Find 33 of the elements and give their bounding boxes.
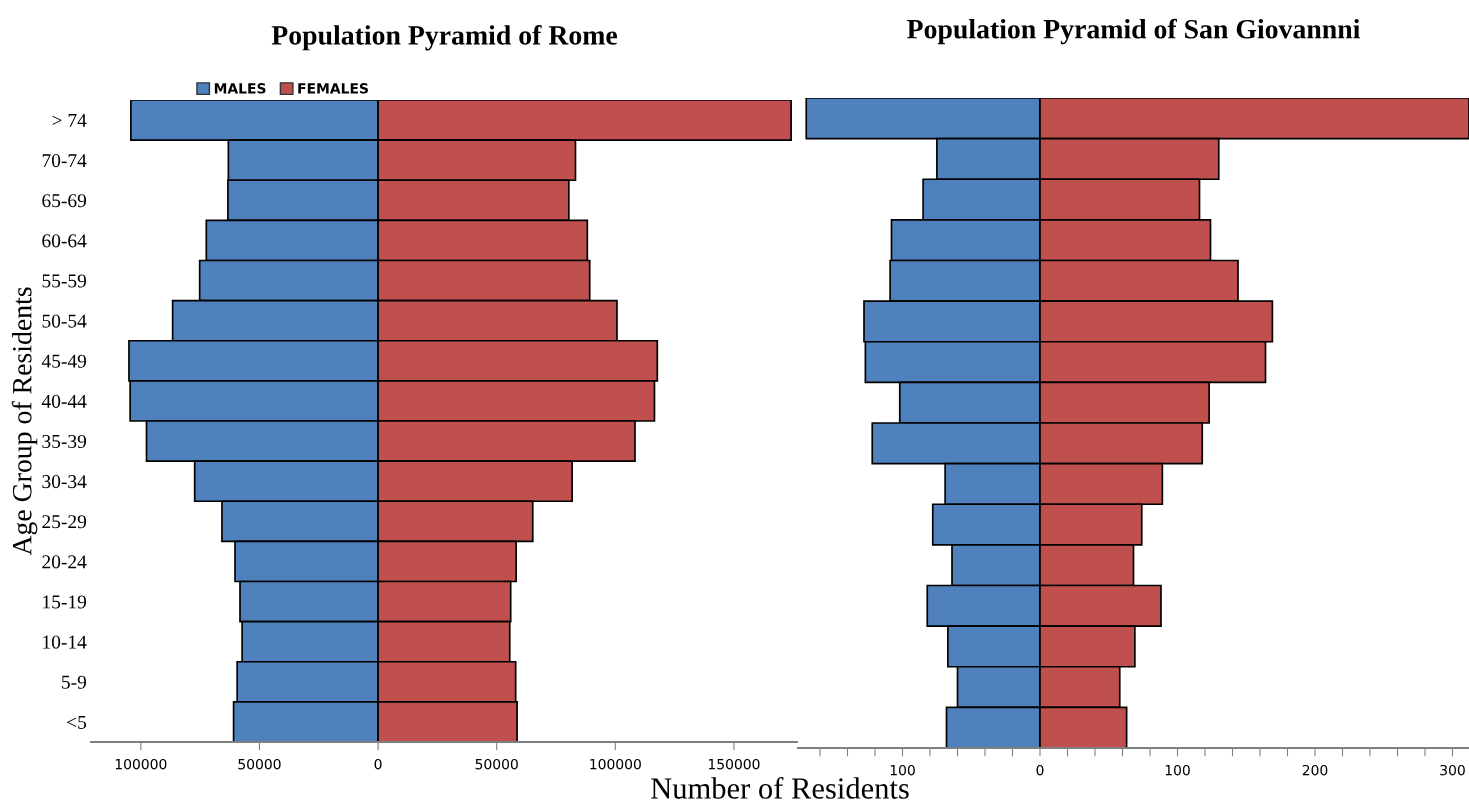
x-tick-label: 150000 <box>708 758 760 770</box>
chart-title: Population Pyramid of Rome <box>271 24 617 51</box>
y-tick-label: 10-14 <box>43 635 87 649</box>
x-tick-label: 50000 <box>475 758 518 770</box>
x-tick-label: 300 <box>1440 764 1465 776</box>
y-tick-label: <5 <box>67 715 87 729</box>
legend-label: FEMALES <box>298 83 368 94</box>
y-tick-label: 70-74 <box>42 154 87 168</box>
x-tick-label: 100 <box>890 764 915 776</box>
x-tick-label: 100000 <box>590 758 641 770</box>
y-tick-label: 35-39 <box>42 434 87 448</box>
y-tick-label: 20-24 <box>42 555 87 569</box>
y-tick-label: 60-64 <box>42 234 87 248</box>
y-tick-label: 45-49 <box>41 354 87 368</box>
y-tick-label: 5-9 <box>62 675 87 689</box>
x-tick-label: 0 <box>1036 764 1044 776</box>
x-tick-label: 100 <box>1165 764 1190 776</box>
y-tick-label: 55-59 <box>42 274 87 288</box>
y-tick-label: 50-54 <box>42 314 87 328</box>
y-tick-label: 30-34 <box>42 475 87 489</box>
x-tick-label: 0 <box>374 758 382 770</box>
x-axis-title: Number of Residents <box>651 777 909 799</box>
y-tick-label: 15-19 <box>43 595 87 609</box>
chart-title: Population Pyramid of San Giovannni <box>907 18 1360 45</box>
x-tick-label: 200 <box>1302 764 1328 776</box>
y-tick-label: > 74 <box>52 114 87 127</box>
x-tick-label: 100000 <box>115 758 167 770</box>
x-tick-label: 50000 <box>238 758 281 770</box>
y-tick-label: 65-69 <box>42 194 87 208</box>
y-tick-label: 25-29 <box>42 515 87 529</box>
y-axis-title: Age Group of Residents <box>11 287 38 556</box>
legend-label: MALES <box>214 83 266 94</box>
y-tick-label: 40-44 <box>41 394 87 408</box>
